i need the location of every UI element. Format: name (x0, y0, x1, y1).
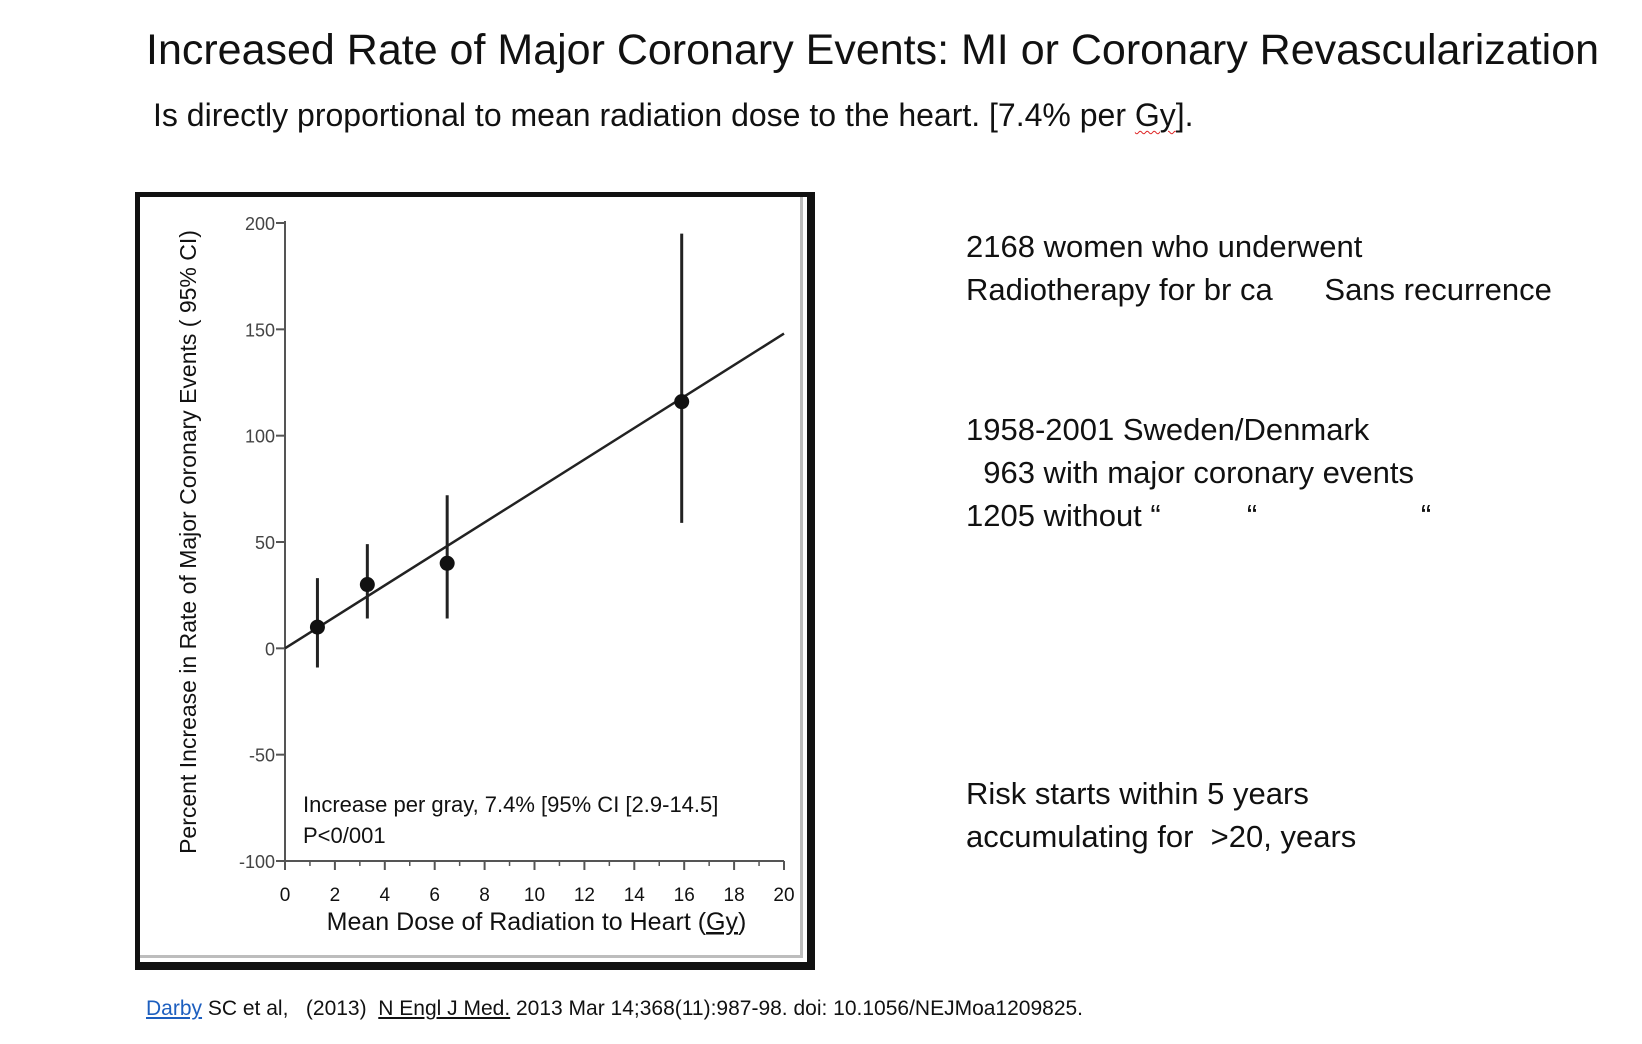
x-tick-label: 4 (380, 885, 391, 906)
study-line: 1958-2001 Sweden/Denmark (966, 412, 1370, 447)
chart-annotation: P<0/001 (303, 823, 386, 848)
subtitle-suffix: ]. (1175, 97, 1194, 133)
trend-line (284, 332, 785, 650)
x-tick-label: 18 (724, 885, 745, 906)
y-tick-label: 200 (245, 214, 275, 234)
x-tick-label: 20 (773, 885, 794, 906)
y-tick-label: 150 (245, 320, 275, 340)
dose-response-chart: -100 -50 0 50 100 150 200 0 2 4 6 8 10 12 14 16 18 20 Perc… (175, 214, 795, 936)
chart-frame-shadow (800, 197, 803, 958)
y-axis-label: Percent Increase in Rate of Major Corona… (175, 230, 201, 854)
risk-line: Risk starts within 5 years (966, 776, 1309, 811)
cohort-description: 2168 women who underwent Radiotherapy for… (966, 225, 1552, 311)
citation-authors: SC et al, (2013) (202, 997, 379, 1020)
slide-subtitle: Is directly proportional to mean radiati… (153, 97, 1194, 134)
chart-annotation: Increase per gray, 7.4% [95% CI [2.9-14.… (303, 792, 718, 817)
citation: Darby SC et al, (2013) N Engl J Med. 201… (146, 997, 1083, 1021)
x-axis-label-unit: Gy (706, 908, 738, 936)
study-line: 963 with major coronary events (966, 455, 1414, 490)
data-point (359, 577, 375, 593)
risk-description: Risk starts within 5 years accumulating f… (966, 772, 1356, 858)
x-tick-label: 14 (624, 885, 646, 906)
study-line: 1205 without “ “ “ (966, 498, 1432, 533)
data-point (309, 619, 325, 635)
chart-frame-shadow-bottom (140, 955, 803, 958)
citation-author-link[interactable]: Darby (146, 997, 203, 1020)
y-tick-label: -50 (249, 746, 275, 766)
x-tick-label: 6 (429, 885, 440, 906)
x-axis-label-suffix: ) (738, 908, 746, 936)
x-axis-label-text: Mean Dose of Radiation to Heart ( (327, 908, 707, 936)
x-tick-label: 12 (574, 885, 595, 906)
cohort-line: 2168 women who underwent (966, 229, 1363, 264)
risk-line: accumulating for >20, years (966, 819, 1357, 854)
study-description: 1958-2001 Sweden/Denmark 963 with major … (966, 408, 1431, 537)
x-tick-label: 8 (479, 885, 490, 906)
subtitle-unit: Gy (1134, 97, 1176, 133)
cohort-line: Radiotherapy for br ca Sans recurrence (966, 272, 1552, 307)
y-tick-label: 50 (255, 533, 275, 553)
x-tick-label: 0 (280, 885, 291, 906)
slide-title: Increased Rate of Major Coronary Events:… (146, 26, 1600, 74)
data-point (439, 555, 455, 571)
subtitle-text: Is directly proportional to mean radiati… (153, 97, 1135, 133)
y-tick-label: 100 (245, 427, 275, 447)
x-tick-label: 16 (674, 885, 695, 906)
data-point (674, 394, 690, 410)
citation-journal-link[interactable]: N Engl J Med. (378, 997, 511, 1020)
citation-details: 2013 Mar 14;368(11):987-98. doi: 10.1056… (510, 997, 1084, 1020)
y-tick-label: 0 (265, 639, 275, 659)
chart-frame: -100 -50 0 50 100 150 200 0 2 4 6 8 10 12 14 16 18 20 Perc… (135, 192, 815, 970)
x-axis-label: Mean Dose of Radiation to Heart (Gy) (327, 908, 747, 936)
y-tick-label: -100 (239, 852, 275, 872)
x-tick-label: 10 (524, 885, 545, 906)
x-tick-label: 2 (330, 885, 341, 906)
